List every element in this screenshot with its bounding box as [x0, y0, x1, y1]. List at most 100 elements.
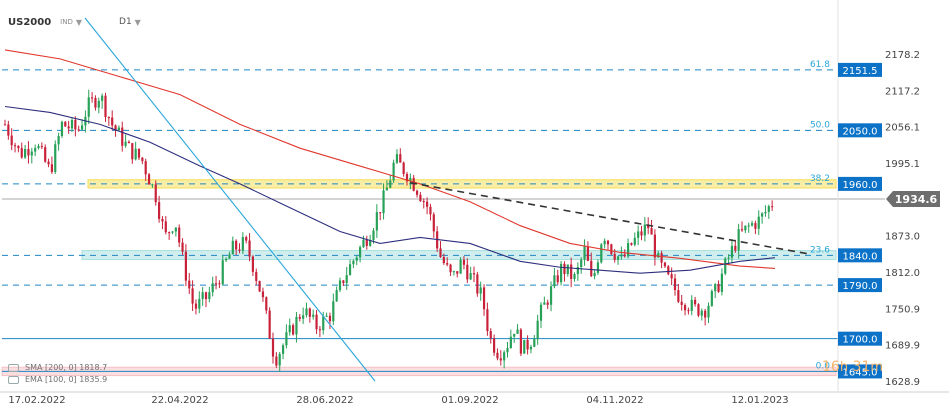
candle-body — [201, 292, 204, 299]
descending-trendline — [84, 17, 376, 382]
candle-body — [379, 212, 382, 214]
candle-body — [171, 231, 174, 233]
ema-100-line — [4, 105, 776, 274]
candle-body — [248, 240, 251, 257]
candle-body — [553, 275, 556, 287]
candle-body — [111, 117, 114, 126]
candle-body — [117, 127, 120, 131]
candle-body — [462, 259, 466, 265]
candle-body — [426, 201, 429, 207]
candle-body — [593, 272, 596, 277]
symbol-name[interactable]: US2000 — [8, 16, 52, 28]
candle-body — [429, 206, 432, 215]
candle-body — [570, 264, 573, 279]
candle-body — [620, 254, 623, 257]
zone-band — [87, 179, 837, 189]
candle-body — [218, 283, 221, 285]
candle-body — [158, 202, 161, 219]
candle-body — [750, 223, 754, 226]
candle-body — [60, 121, 64, 137]
level-label-box — [838, 278, 882, 293]
candle-body — [506, 347, 509, 353]
candle-body — [580, 259, 583, 268]
candle-body — [496, 352, 499, 359]
candle-body — [131, 143, 134, 160]
candle-body — [288, 325, 291, 333]
candle-body — [523, 340, 526, 354]
candle-body — [305, 308, 308, 316]
candle-body — [576, 267, 579, 275]
countdown-hours-unit: h — [839, 360, 849, 375]
fib-ratio-label: 23.6 — [810, 245, 830, 255]
candle-body — [134, 148, 137, 160]
candle-body — [482, 287, 486, 310]
fib-ratio-label: 0.0 — [816, 361, 831, 371]
candle-body — [151, 184, 154, 186]
price-tick-label: 1689.9 — [885, 341, 920, 352]
candle-body — [87, 97, 90, 117]
current-price-label: 1934.6 — [895, 193, 938, 206]
candle-body — [124, 141, 127, 146]
level-label: 1645.0 — [843, 367, 878, 378]
symbol-dropdown-icon[interactable]: ▼ — [75, 17, 83, 27]
candle-body — [271, 338, 275, 357]
candle-body — [673, 278, 677, 291]
current-price-tag — [886, 191, 940, 208]
candle-body — [503, 352, 506, 361]
candle-body — [27, 149, 30, 156]
candle-body — [34, 148, 37, 152]
candle-body — [20, 148, 23, 158]
candle-body — [332, 301, 335, 322]
candle-body — [590, 260, 593, 277]
candle-body — [77, 129, 80, 131]
candle-body — [459, 259, 462, 274]
candle-body — [516, 329, 519, 334]
candle-body — [97, 100, 100, 108]
candle-body — [603, 240, 606, 245]
candle-body — [211, 283, 214, 293]
candle-body — [630, 243, 633, 245]
candle-body — [596, 262, 600, 273]
candle-body — [415, 190, 419, 195]
candle-body — [74, 119, 77, 130]
candle-body — [546, 302, 549, 305]
level-label-box — [838, 62, 882, 77]
sma-visibility-icon[interactable] — [8, 364, 19, 372]
candle-body — [13, 145, 17, 147]
fib-ratio-label: 61.8 — [810, 60, 830, 70]
candle-body — [292, 325, 295, 335]
candle-body — [560, 263, 563, 283]
candle-body — [707, 305, 710, 318]
chart-toolbar: US2000 IND ▼ D1 ▼ — [8, 14, 141, 30]
candle-body — [3, 124, 7, 126]
candle-body — [295, 316, 298, 335]
candle-body — [174, 227, 177, 232]
candle-body — [188, 280, 191, 289]
candle-body — [7, 124, 10, 136]
timeframe-dropdown-icon[interactable]: ▼ — [134, 17, 141, 27]
candle-body — [258, 280, 261, 292]
time-tick-label: 28.06.2022 — [296, 395, 353, 406]
candle-body — [184, 251, 187, 281]
timeframe-selector[interactable]: D1 — [119, 17, 132, 27]
candle-body — [637, 231, 640, 238]
candle-body — [127, 141, 131, 144]
candle-body — [519, 329, 522, 354]
price-tick-label: 1995.1 — [885, 159, 920, 170]
level-label-box — [838, 176, 882, 191]
candle-body — [687, 310, 690, 312]
candle-body — [298, 316, 301, 319]
level-label: 1960.0 — [843, 180, 878, 191]
candle-body — [50, 164, 53, 172]
ema-visibility-icon[interactable] — [8, 376, 19, 384]
candle-body — [141, 157, 144, 162]
candle-body — [623, 254, 626, 257]
candle-body — [419, 194, 422, 202]
candle-body — [717, 283, 720, 292]
time-tick-label: 04.11.2022 — [586, 395, 643, 406]
candle-body — [348, 264, 352, 276]
candle-body — [543, 302, 546, 305]
candle-body — [643, 224, 646, 236]
